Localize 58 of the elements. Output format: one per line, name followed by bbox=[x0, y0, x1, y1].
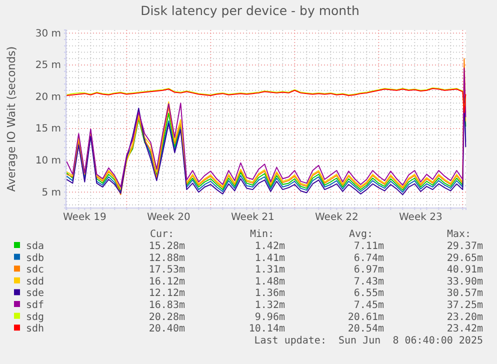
text: Cur: bbox=[150, 229, 174, 240]
legend-label: sdh bbox=[26, 324, 44, 335]
text: 30.57m bbox=[446, 288, 483, 300]
legend-label: sdd bbox=[26, 276, 44, 288]
text: 37.25m bbox=[446, 300, 483, 311]
text: Min: bbox=[250, 229, 274, 240]
text: 1.42m bbox=[254, 241, 285, 252]
y-axis-title: Average IO Wait (seconds) bbox=[5, 46, 18, 192]
text: 7.45m bbox=[354, 300, 384, 311]
text: 20.61m bbox=[348, 312, 384, 323]
text: 6.55m bbox=[354, 288, 384, 300]
text: 15.28m bbox=[148, 241, 185, 252]
legend-label: sde bbox=[26, 288, 44, 300]
text: 1.31m bbox=[254, 264, 285, 276]
text: 1.32m bbox=[254, 300, 285, 311]
legend-label: sdb bbox=[26, 252, 44, 264]
text: 9.96m bbox=[254, 312, 285, 323]
x-tick-label: Week 22 bbox=[315, 212, 358, 224]
text: 6.97m bbox=[354, 264, 384, 276]
text: 20.28m bbox=[148, 312, 185, 323]
text: 12.88m bbox=[148, 252, 185, 264]
text: 12.12m bbox=[148, 288, 185, 300]
chart-title: Disk latency per device - by month bbox=[140, 3, 360, 18]
y-tick-label: 25 m bbox=[35, 60, 61, 72]
x-tick-label: Week 20 bbox=[147, 212, 190, 224]
text: 16.83m bbox=[148, 300, 185, 311]
text: 23.42m bbox=[446, 324, 483, 335]
legend-label: sda bbox=[26, 241, 44, 252]
text: Max: bbox=[447, 229, 472, 240]
y-tick-label: 15 m bbox=[35, 124, 61, 135]
text: 29.65m bbox=[446, 252, 483, 264]
text: Avg: bbox=[349, 229, 374, 240]
x-tick-label: Week 23 bbox=[399, 212, 442, 224]
legend-label: sdf bbox=[26, 300, 44, 311]
y-tick-label: 30 m bbox=[35, 28, 61, 40]
y-tick-label: 20 m bbox=[35, 92, 61, 103]
text: 1.36m bbox=[254, 288, 285, 300]
text: 29.37m bbox=[446, 241, 483, 252]
text: 1.48m bbox=[254, 276, 285, 288]
text: Last update: Sun Jun 8 06:40:00 2025 bbox=[254, 335, 483, 346]
text: 6.74m bbox=[354, 252, 384, 264]
text: 20.54m bbox=[348, 324, 384, 335]
text: 16.12m bbox=[148, 276, 185, 288]
text: 7.43m bbox=[354, 276, 384, 288]
y-tick-label: 10 m bbox=[35, 156, 61, 167]
legend-label: sdg bbox=[26, 312, 44, 323]
text: 20.40m bbox=[148, 324, 185, 335]
y-tick-label: 5 m bbox=[42, 187, 61, 198]
text: 17.53m bbox=[148, 264, 185, 276]
text: 40.91m bbox=[446, 264, 483, 276]
x-tick-label: Week 19 bbox=[63, 212, 106, 224]
text: 23.20m bbox=[446, 312, 483, 323]
legend-label: sdc bbox=[26, 264, 44, 276]
x-tick-label: Week 21 bbox=[231, 212, 274, 224]
text: 33.90m bbox=[446, 276, 483, 288]
text: 7.11m bbox=[354, 241, 384, 252]
text: 10.14m bbox=[248, 324, 285, 335]
text: 1.41m bbox=[254, 252, 285, 264]
